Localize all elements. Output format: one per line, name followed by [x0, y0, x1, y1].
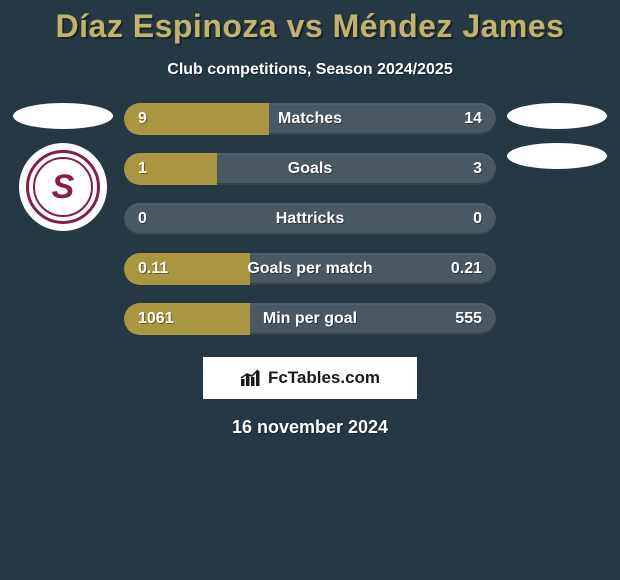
- left-player-col: S: [8, 103, 118, 231]
- date-line: 16 november 2024: [0, 417, 620, 438]
- bar-label: Matches: [124, 103, 496, 135]
- bar-chart-icon: [240, 369, 262, 387]
- left-club-badge: S: [19, 143, 107, 231]
- bar-label: Goals per match: [124, 253, 496, 285]
- bar-right-value: 0: [473, 203, 482, 235]
- club-badge-ring: S: [26, 150, 100, 224]
- right-club-pill-icon: [507, 143, 607, 169]
- stat-bar-hattricks: 0 Hattricks 0: [124, 203, 496, 235]
- bar-right-value: 0.21: [451, 253, 482, 285]
- attribution-text: FcTables.com: [268, 368, 380, 388]
- bar-right-value: 14: [464, 103, 482, 135]
- stat-bar-gpm: 0.11 Goals per match 0.21: [124, 253, 496, 285]
- right-flag-icon: [507, 103, 607, 129]
- right-player-col: [502, 103, 612, 169]
- stat-bar-mpg: 1061 Min per goal 555: [124, 303, 496, 335]
- comparison-widget: Díaz Espinoza vs Méndez James Club compe…: [0, 0, 620, 438]
- club-badge-letter: S: [52, 168, 75, 207]
- stat-bar-goals: 1 Goals 3: [124, 153, 496, 185]
- stat-bars: 9 Matches 14 1 Goals 3 0 Hattricks 0 0.1…: [118, 103, 502, 335]
- left-flag-icon: [13, 103, 113, 129]
- stat-bar-matches: 9 Matches 14: [124, 103, 496, 135]
- bar-label: Hattricks: [124, 203, 496, 235]
- body-row: S 9 Matches 14 1 Goals 3 0 Hattricks: [0, 103, 620, 335]
- subtitle: Club competitions, Season 2024/2025: [0, 61, 620, 79]
- bar-right-value: 3: [473, 153, 482, 185]
- page-title: Díaz Espinoza vs Méndez James: [0, 8, 620, 45]
- bar-label: Min per goal: [124, 303, 496, 335]
- bar-label: Goals: [124, 153, 496, 185]
- bar-right-value: 555: [455, 303, 482, 335]
- attribution-badge: FcTables.com: [203, 357, 417, 399]
